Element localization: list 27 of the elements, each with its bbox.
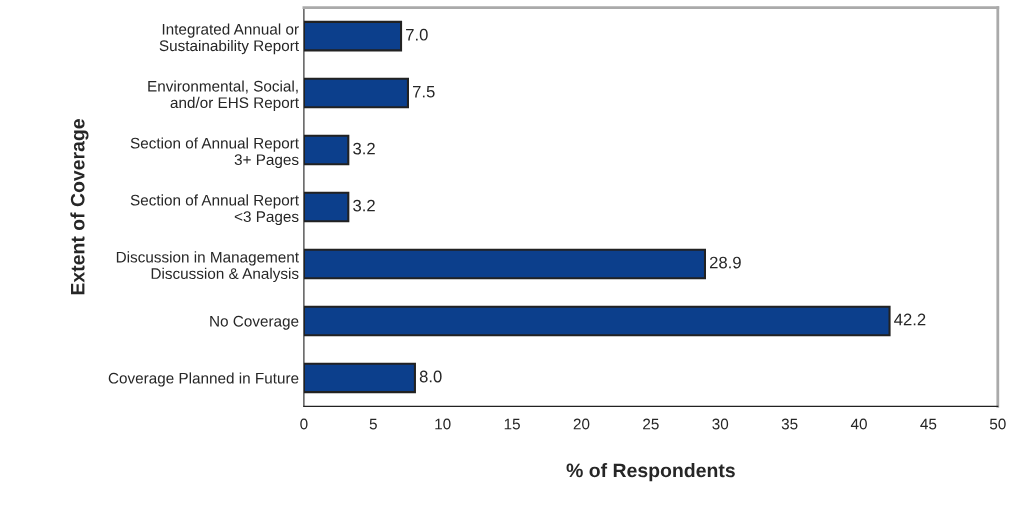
x-tick-label: 5 [369,418,377,430]
data-label: 7.5 [413,85,435,98]
data-label: 3.2 [353,142,375,155]
data-label: 8.0 [419,370,442,383]
y-tick-label: Discussion in Management Discussion & Analysis [116,251,299,283]
y-axis-title: Extent of Coverage [70,119,89,295]
data-label: 3.2 [353,199,375,212]
x-tick-label: 30 [712,418,729,430]
x-axis-title: % of Respondents [566,463,735,482]
x-tick-label: 35 [781,418,798,430]
y-tick-label: Section of Annual Report <3 Pages [130,194,299,226]
x-tick-label: 20 [573,418,590,430]
y-tick-label: Section of Annual Report 3+ Pages [130,137,299,169]
x-tick-label: 10 [435,418,451,430]
x-tick-label: 45 [920,418,937,430]
y-tick-label: Environmental, Social, and/or EHS Report [148,80,299,112]
data-label: 28.9 [709,256,741,269]
x-tick-label: 40 [850,418,867,430]
x-tick-label: 25 [643,418,659,430]
x-tick-label: 15 [504,418,520,430]
y-tick-label: Coverage Planned in Future [108,372,299,387]
data-label: 42.2 [894,313,926,326]
x-tick-label: 50 [989,418,1006,430]
x-tick-label: 0 [300,418,308,430]
y-tick-label: Integrated Annual or Sustainability Report [159,23,299,55]
data-label: 7.0 [406,28,428,41]
y-tick-label: No Coverage [210,315,299,330]
